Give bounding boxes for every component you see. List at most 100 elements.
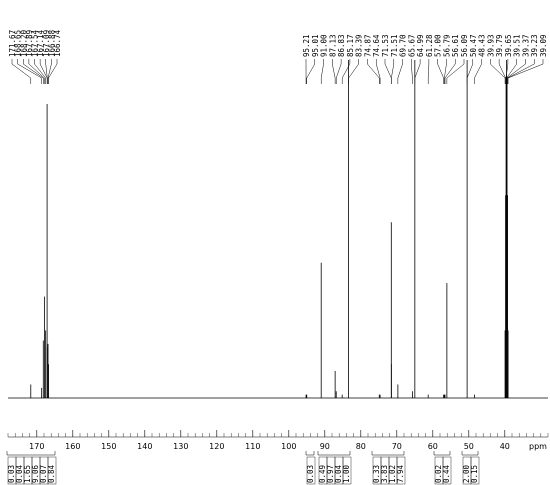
integral-label: 3.83 bbox=[380, 465, 389, 483]
peak-leader bbox=[490, 59, 506, 84]
peak-leader bbox=[411, 59, 413, 84]
x-tick-label: 80 bbox=[356, 442, 366, 451]
peak-label: 39.51 bbox=[513, 34, 522, 57]
peak-leader bbox=[48, 59, 58, 84]
integral-bracket bbox=[317, 451, 351, 456]
peak-leader bbox=[466, 59, 474, 84]
integral-box bbox=[396, 456, 406, 485]
peak-label: 39.37 bbox=[521, 34, 530, 57]
integral-label: 0.02 bbox=[434, 465, 443, 483]
integral-label: 0.04 bbox=[15, 464, 24, 483]
peak-leader bbox=[47, 59, 52, 84]
peak-leader bbox=[444, 59, 447, 84]
peak-label: 85.17 bbox=[346, 34, 355, 57]
integral-bracket bbox=[371, 451, 405, 456]
integral-label: 0.07 bbox=[39, 465, 48, 483]
peak-leader bbox=[17, 59, 42, 84]
peak-label: 167.09 bbox=[42, 30, 51, 57]
peak-leader bbox=[444, 59, 456, 84]
peak-label: 171.67 bbox=[8, 30, 17, 57]
integral-label: 0.03 bbox=[306, 465, 315, 483]
peak-leader bbox=[367, 59, 380, 84]
integral-label: 1.65 bbox=[23, 465, 32, 483]
peak-leader bbox=[320, 59, 324, 84]
peak-leader bbox=[507, 59, 544, 84]
peak-label: 91.00 bbox=[320, 34, 329, 57]
peak-label: 39.09 bbox=[539, 34, 548, 57]
peak-leader bbox=[391, 59, 395, 84]
peak-leader bbox=[45, 59, 48, 84]
integral-bracket bbox=[433, 451, 451, 456]
integral-bracket bbox=[461, 451, 479, 456]
peak-leader bbox=[446, 59, 465, 84]
integral-label: 0.44 bbox=[442, 464, 451, 483]
integral-label: 0.84 bbox=[47, 464, 56, 483]
peak-leader bbox=[375, 59, 381, 84]
integral-box bbox=[342, 456, 352, 485]
integral-label: 0.33 bbox=[372, 465, 381, 483]
peak-label: 87.13 bbox=[328, 34, 337, 57]
peak-label: 74.64 bbox=[372, 34, 381, 57]
integral-label: 9.06 bbox=[31, 464, 40, 483]
x-tick-label: 70 bbox=[392, 442, 402, 451]
peak-label: 168.65 bbox=[14, 30, 23, 57]
peak-label: 56.61 bbox=[451, 34, 460, 57]
integral-box bbox=[306, 456, 316, 485]
peak-leader bbox=[427, 59, 430, 84]
peak-leader bbox=[34, 59, 46, 84]
peak-leader bbox=[39, 59, 48, 84]
integral-box bbox=[470, 456, 480, 485]
peak-label: 39.79 bbox=[495, 34, 504, 57]
peak-leader bbox=[335, 59, 342, 84]
peak-leader bbox=[11, 59, 32, 84]
peak-leader bbox=[506, 59, 526, 84]
x-tick-label: 120 bbox=[209, 442, 224, 451]
integral-bracket bbox=[6, 451, 56, 456]
x-tick-label: 150 bbox=[101, 442, 116, 451]
integral-bracket bbox=[305, 451, 315, 456]
x-axis-label: ppm bbox=[529, 442, 547, 451]
integral-label: 7.94 bbox=[396, 464, 405, 483]
x-tick-label: 100 bbox=[281, 442, 296, 451]
integral-label: 1.00 bbox=[342, 464, 351, 483]
peak-label: 168.20 bbox=[19, 29, 28, 57]
peak-label: 39.93 bbox=[486, 34, 495, 57]
x-tick-label: 60 bbox=[428, 442, 438, 451]
peak-leader bbox=[507, 59, 535, 84]
integral-label: 0.49 bbox=[318, 465, 327, 483]
integral-box bbox=[442, 456, 452, 485]
peak-label: 74.87 bbox=[363, 34, 372, 57]
peak-label: 65.67 bbox=[407, 34, 416, 57]
peak-label: 39.65 bbox=[504, 34, 513, 57]
peak-leader bbox=[397, 59, 403, 84]
integral-box bbox=[47, 456, 57, 485]
integral-label: 0.15 bbox=[470, 465, 479, 483]
integral-label: 0.04 bbox=[334, 464, 343, 483]
peak-leader bbox=[23, 59, 44, 84]
peak-leader bbox=[341, 59, 351, 84]
peak-label: 167.14 bbox=[36, 29, 45, 57]
peak-label: 50.47 bbox=[469, 34, 478, 57]
integral-label: 0.03 bbox=[7, 465, 16, 483]
x-tick-label: 130 bbox=[173, 442, 188, 451]
peak-leader bbox=[498, 59, 506, 84]
x-tick-label: 170 bbox=[29, 442, 44, 451]
peak-leader bbox=[306, 59, 316, 84]
peak-label: 167.54 bbox=[31, 29, 40, 57]
peak-label: 69.70 bbox=[399, 34, 408, 57]
x-tick-label: 110 bbox=[245, 442, 260, 451]
peak-label: 71.53 bbox=[381, 34, 390, 57]
peak-label: 56.79 bbox=[442, 34, 451, 57]
peak-label: 95.01 bbox=[311, 34, 320, 57]
x-tick-label: 90 bbox=[320, 442, 330, 451]
peak-leader bbox=[437, 59, 444, 84]
peak-leader bbox=[28, 59, 45, 84]
peak-leader bbox=[414, 59, 421, 84]
peak-label: 56.09 bbox=[460, 34, 469, 57]
peak-label: 48.43 bbox=[478, 34, 487, 57]
x-tick-label: 50 bbox=[464, 442, 474, 451]
peak-label: 95.21 bbox=[302, 34, 311, 57]
x-tick-label: 40 bbox=[500, 442, 510, 451]
peak-label: 39.23 bbox=[530, 34, 539, 57]
